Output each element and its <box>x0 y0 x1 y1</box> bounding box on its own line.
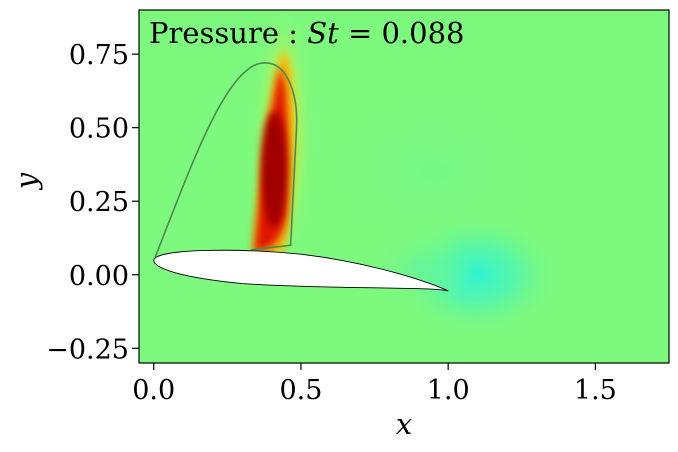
x-tick-label: 0.5 <box>279 375 322 406</box>
x-axis: 0.0 0.5 1.0 1.5 <box>132 363 617 406</box>
x-tick-label: 1.5 <box>574 375 617 406</box>
y-tick-label: 0.00 <box>69 261 129 292</box>
title-value: = 0.088 <box>339 16 465 50</box>
plot-frame <box>138 9 670 364</box>
y-tick-label: 0.25 <box>69 187 129 218</box>
x-tick-label: 0.0 <box>132 375 175 406</box>
title-label: Pressure : <box>149 16 307 50</box>
x-tick-label: 1.0 <box>427 375 470 406</box>
upper-wake-region <box>313 81 554 262</box>
y-tick-label: 0.75 <box>69 40 129 71</box>
pressure-field-features <box>252 10 563 337</box>
shed-vortex-contour <box>154 62 298 258</box>
y-tick-label: −0.25 <box>46 334 129 365</box>
y-tick-label: 0.50 <box>69 114 129 145</box>
y-axis-label: y <box>9 172 43 191</box>
y-axis: −0.25 0.00 0.25 0.50 0.75 <box>46 40 139 365</box>
pressure-peak <box>261 111 288 228</box>
title-variable: St <box>307 16 339 50</box>
plot-area <box>139 10 669 363</box>
chart-title: Pressure : St = 0.088 <box>149 16 465 50</box>
x-axis-label: x <box>396 407 412 441</box>
airfoil <box>153 249 449 292</box>
